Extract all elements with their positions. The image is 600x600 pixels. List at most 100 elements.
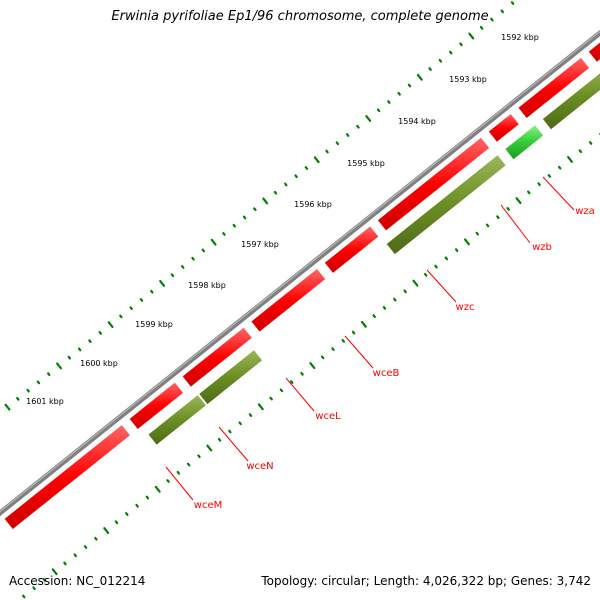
outer-tick [304, 166, 309, 170]
gene-label-connector [344, 335, 374, 369]
forward-gene-block[interactable] [251, 268, 326, 332]
outer-tick [459, 42, 463, 47]
gene-label-connector [542, 176, 575, 211]
outer-tick [376, 108, 381, 113]
reverse-gene-block[interactable] [386, 155, 506, 255]
outer-tick [325, 149, 329, 154]
forward-gene-block[interactable] [518, 57, 590, 118]
inner-tick [360, 320, 367, 328]
forward-gene-block[interactable] [588, 0, 600, 62]
backbone-line [0, 29, 600, 517]
scale-label: 1597 kbp [241, 240, 279, 249]
outer-tick [356, 124, 360, 129]
inner-tick [506, 207, 510, 211]
inner-tick [197, 454, 201, 459]
outer-tick [294, 174, 298, 179]
scale-label: 1596 kbp [294, 200, 332, 209]
inner-tick [22, 594, 26, 599]
inner-tick [527, 190, 531, 195]
gene-label-wzb[interactable]: wzb [532, 242, 552, 253]
forward-gene-block[interactable] [182, 327, 252, 387]
forward-gene-block[interactable] [324, 226, 379, 273]
outer-tick [56, 362, 63, 370]
inner-tick [269, 396, 273, 401]
gene-label-connector [426, 269, 457, 303]
outer-tick [77, 347, 82, 352]
inner-tick [537, 182, 541, 187]
inner-tick [372, 314, 376, 318]
inner-tick [135, 503, 139, 508]
scale-labels: 1592 kbp 1593 kbp 1594 kbp 1595 kbp 1596 kbp… [26, 33, 539, 406]
outer-tick [191, 256, 195, 261]
scale-label: 1594 kbp [398, 117, 436, 126]
outer-tick [222, 232, 226, 236]
inner-tick [496, 215, 500, 220]
topology-summary: Topology: circular; Length: 4,026,322 bp… [261, 574, 591, 588]
gene-label-connector [500, 204, 531, 244]
scale-label: 1601 kbp [26, 397, 64, 406]
accession-text: Accession: NC_012214 [9, 574, 146, 588]
outer-tick [180, 265, 185, 269]
outer-tick [232, 223, 236, 228]
inner-scale-ticks [22, 132, 600, 599]
gene-label-wceM[interactable]: wceM [194, 500, 222, 511]
outer-tick [479, 25, 484, 30]
outer-tick [119, 314, 123, 319]
forward-gene-block[interactable] [377, 137, 490, 231]
inner-tick [290, 380, 294, 384]
inner-tick [238, 421, 242, 426]
gene-labels: wza wzb wzc wceB wceL wceN wceM [194, 206, 595, 511]
outer-tick [416, 73, 423, 81]
gene-label-wceL[interactable]: wceL [315, 411, 341, 422]
inner-tick [228, 429, 232, 434]
outer-tick [262, 197, 269, 205]
scale-label: 1599 kbp [135, 320, 173, 329]
forward-gene-block[interactable] [4, 425, 130, 530]
outer-tick [428, 67, 432, 71]
inner-tick [578, 149, 583, 154]
inner-tick [51, 568, 58, 576]
scale-label: 1600 kbp [80, 359, 118, 368]
inner-tick [341, 338, 345, 343]
scale-label: 1595 kbp [347, 159, 385, 168]
gene-label-wceN[interactable]: wceN [246, 461, 273, 472]
inner-tick [588, 141, 593, 145]
inner-tick [454, 248, 459, 253]
inner-tick [248, 413, 253, 417]
reverse-gene-block[interactable] [148, 395, 206, 445]
inner-tick [125, 512, 129, 516]
outer-scale-ticks [4, 1, 515, 411]
outer-tick [150, 289, 154, 294]
inner-tick [103, 527, 110, 534]
highlight-gene-block[interactable] [505, 125, 544, 160]
reverse-gene-block[interactable] [199, 350, 263, 405]
outer-tick [365, 115, 372, 122]
outer-tick [16, 396, 20, 401]
inner-tick [424, 272, 428, 277]
outer-tick [129, 306, 133, 311]
inner-tick [320, 355, 325, 360]
inner-tick [145, 495, 150, 500]
inner-tick [485, 223, 490, 228]
outer-tick [210, 238, 217, 246]
inner-tick [412, 279, 419, 287]
inner-tick [166, 479, 170, 483]
forward-gene-block[interactable] [129, 382, 184, 430]
outer-tick [88, 339, 92, 344]
outer-tick [448, 50, 453, 55]
gene-label-wza[interactable]: wza [575, 206, 595, 217]
forward-gene-block[interactable] [488, 114, 519, 142]
reverse-gene-block[interactable] [542, 63, 600, 130]
gene-label-wceB[interactable]: wceB [373, 368, 400, 379]
outer-tick [387, 100, 391, 104]
inner-tick [83, 545, 88, 549]
inner-tick [515, 197, 522, 205]
inner-tick [257, 403, 264, 411]
outer-tick [397, 91, 401, 96]
inner-tick [94, 536, 98, 541]
inner-tick [206, 444, 213, 452]
scale-label: 1592 kbp [501, 33, 539, 42]
outer-tick [98, 331, 102, 335]
gene-label-wzc[interactable]: wzc [456, 302, 475, 313]
